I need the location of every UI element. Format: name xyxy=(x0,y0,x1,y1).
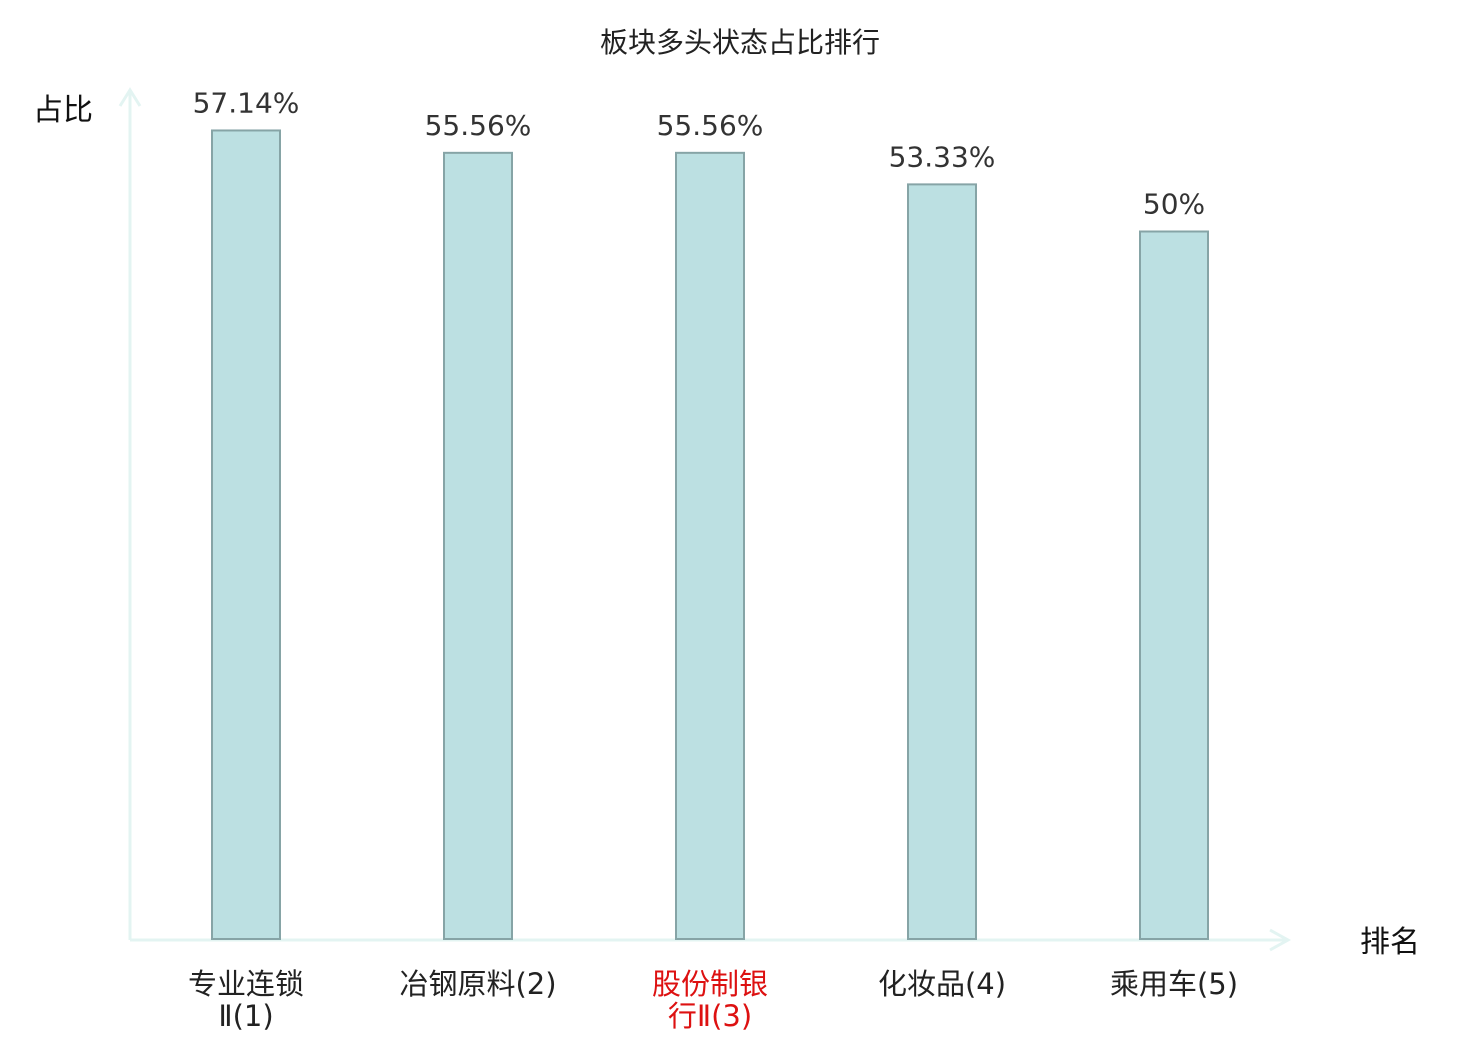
bar xyxy=(907,183,977,940)
category-label: 专业连锁 xyxy=(188,967,304,1001)
chart-title: 板块多头状态占比排行 xyxy=(600,26,880,59)
category-label: 化妆品(4) xyxy=(878,967,1006,1001)
category-label: Ⅱ(1) xyxy=(218,999,273,1033)
bar-value-label: 53.33% xyxy=(889,140,996,173)
category-label: 乘用车(5) xyxy=(1110,967,1238,1001)
bar xyxy=(211,129,281,940)
value-labels-layer: 57.14% 55.56% 55.56% 53.33% 50% xyxy=(193,86,1206,220)
x-axis-arrow xyxy=(1269,928,1292,952)
bar xyxy=(443,151,513,941)
bar-value-label: 57.14% xyxy=(193,86,300,119)
x-axis-title: 排名 xyxy=(1360,925,1420,960)
bars-layer xyxy=(211,129,1209,941)
category-label: 冶钢原料(2) xyxy=(399,967,556,1001)
bar xyxy=(1139,230,1209,940)
category-label: 行Ⅱ(3) xyxy=(668,999,752,1033)
category-label: 股份制银 xyxy=(652,967,768,1001)
y-axis-title: 占比 xyxy=(33,93,93,128)
bar-value-label: 55.56% xyxy=(657,109,764,142)
bar-value-label: 50% xyxy=(1143,188,1205,221)
bar-value-label: 55.56% xyxy=(425,109,532,142)
bar xyxy=(675,151,745,941)
y-axis-arrow xyxy=(118,87,142,107)
